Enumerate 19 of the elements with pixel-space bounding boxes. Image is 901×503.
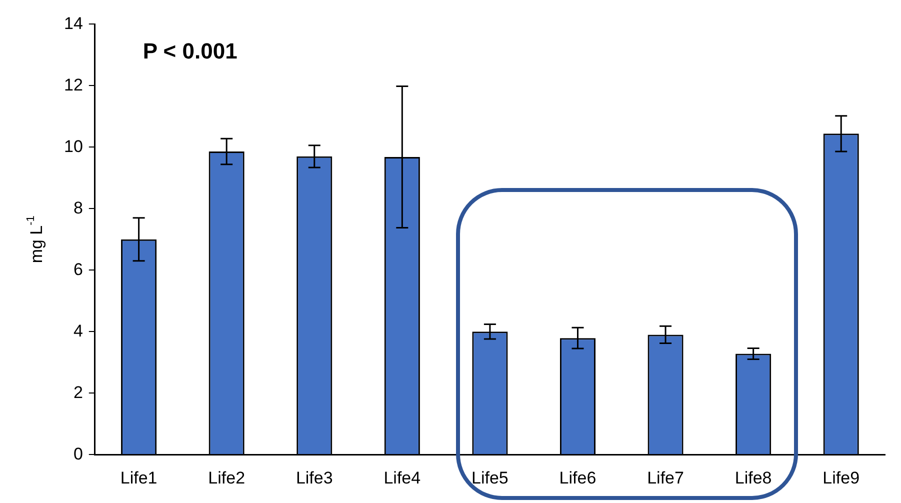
y-tick-label: 10: [64, 136, 83, 156]
y-axis-title: mg L-1: [25, 216, 46, 264]
x-tick-label: Life1: [120, 468, 158, 488]
x-tick-label: Life3: [296, 468, 333, 488]
x-tick-label: Life9: [822, 468, 860, 488]
y-tick-label: 12: [64, 75, 83, 94]
annotation: P < 0.001: [142, 38, 238, 64]
x-tick-label: Life8: [734, 468, 772, 488]
y-tick-label: 0: [73, 444, 83, 464]
y-tick-label: 6: [73, 260, 83, 279]
y-tick-label: 4: [73, 321, 83, 340]
x-tick-label: Life6: [559, 468, 596, 488]
x-tick-label: Life7: [647, 468, 684, 488]
y-tick-label: 8: [73, 198, 83, 218]
y-tick-label: 2: [73, 382, 83, 402]
y-tick-label: 14: [64, 14, 83, 33]
x-tick-label: Life2: [208, 468, 246, 488]
x-tick-label: Life5: [472, 468, 508, 488]
x-tick-label: Life4: [384, 468, 421, 488]
